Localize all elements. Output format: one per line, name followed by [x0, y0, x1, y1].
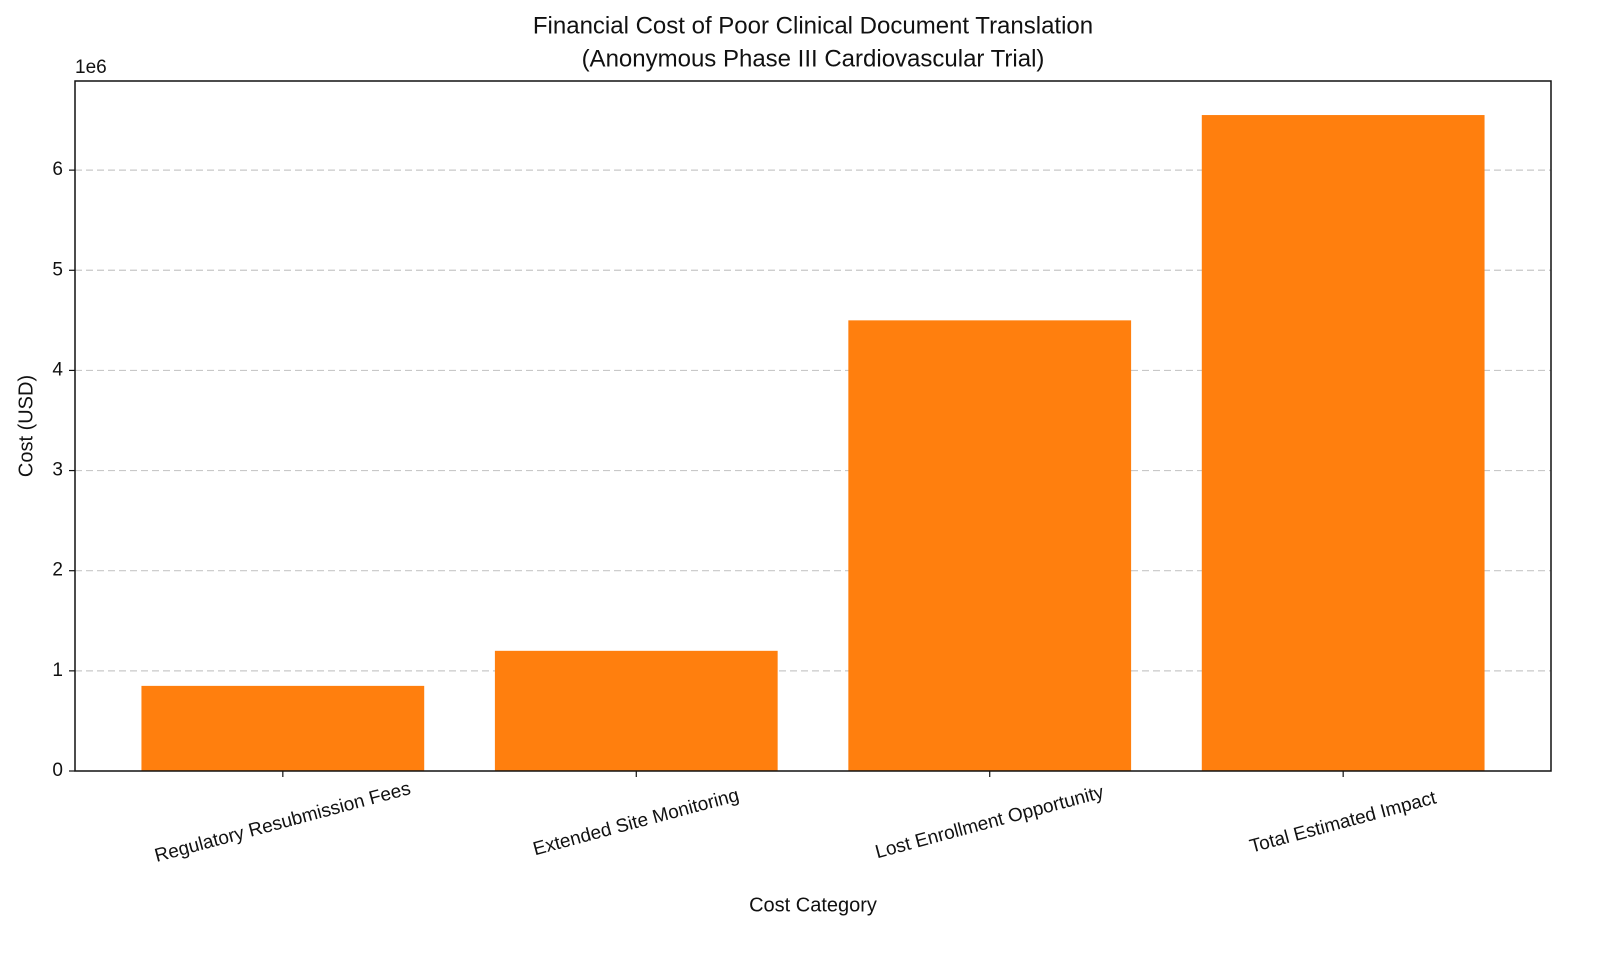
- y-axis-title: Cost (USD): [15, 375, 37, 477]
- y-offset-label: 1e6: [75, 57, 107, 78]
- bar: [141, 685, 425, 771]
- x-axis-title: Cost Category: [749, 894, 877, 916]
- bar: [494, 650, 778, 771]
- plot-frame: [74, 80, 1552, 772]
- chart-subtitle: (Anonymous Phase III Cardiovascular Tria…: [582, 45, 1045, 72]
- y-tick-label: 1: [52, 660, 63, 681]
- x-tick-label: Extended Site Monitoring: [531, 785, 741, 860]
- y-tick-label: 5: [52, 259, 63, 280]
- y-tick-label: 3: [52, 460, 63, 481]
- y-tick-label: 2: [52, 560, 63, 581]
- bar: [1201, 115, 1485, 772]
- y-tick-label: 0: [52, 760, 63, 781]
- chart-title: Financial Cost of Poor Clinical Document…: [533, 12, 1093, 39]
- y-tick-label: 6: [52, 159, 63, 180]
- bar: [848, 320, 1132, 771]
- x-tick-label: Lost Enrollment Opportunity: [873, 782, 1106, 863]
- x-tick-label: Total Estimated Impact: [1248, 787, 1440, 857]
- x-tick-label: Regulatory Resubmission Fees: [152, 778, 412, 867]
- y-tick-label: 4: [52, 359, 63, 380]
